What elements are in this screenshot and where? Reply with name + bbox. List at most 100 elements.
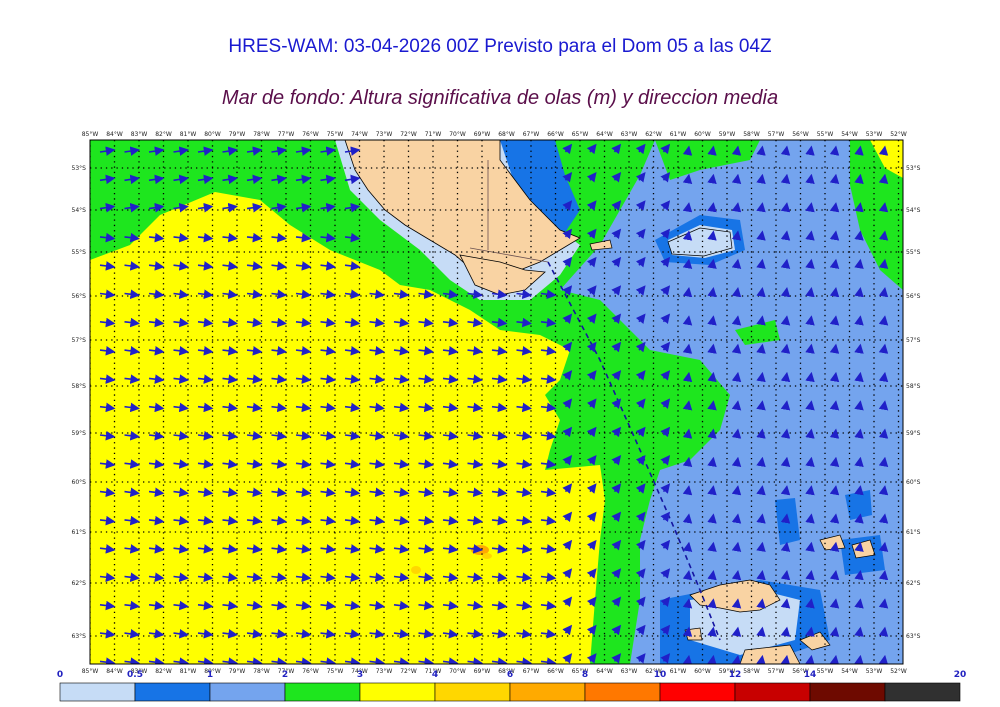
lon-label-top: 53°W [866,131,883,138]
direction-arrow [731,654,742,664]
direction-arrow [491,629,508,639]
direction-arrow [173,459,189,469]
direction-arrow [854,569,864,581]
direction-arrow [854,428,864,439]
direction-arrow [635,653,646,664]
direction-arrow [197,146,214,156]
direction-arrow [707,569,717,581]
direction-arrow [756,513,766,524]
direction-arrow [393,317,410,328]
lon-label-bottom: 81°W [180,668,197,675]
direction-arrow [516,657,532,664]
direction-arrow [222,572,238,582]
lon-label-bottom: 54°W [841,668,858,675]
lon-label-top: 56°W [792,131,809,138]
direction-arrow [442,544,459,554]
direction-arrow [344,657,361,664]
direction-arrow [586,370,597,381]
direction-arrow [271,629,287,639]
direction-arrow [562,370,573,381]
direction-arrow [611,171,622,183]
direction-arrow [660,285,671,296]
direction-arrow [854,286,864,298]
direction-arrow [780,428,791,439]
direction-arrow [731,230,742,241]
direction-arrow [99,572,116,582]
direction-arrow [611,483,622,494]
direction-arrow [756,258,766,269]
direction-arrow [805,173,815,185]
direction-arrow [562,596,573,608]
direction-arrow [586,539,597,551]
direction-arrow [148,317,165,328]
direction-arrow [756,598,766,609]
direction-arrow [780,485,791,496]
direction-arrow [320,174,336,185]
direction-arrow [878,173,889,185]
direction-arrow [635,596,646,608]
direction-arrow [222,515,238,526]
colorbar-tick-label: 0 [57,670,63,680]
colorbar-tick-label: 1 [207,670,213,680]
direction-arrow [173,346,189,356]
direction-arrow [418,459,434,469]
direction-arrow [854,400,864,411]
lon-label-bottom: 80°W [204,668,221,675]
lon-label-top: 66°W [547,131,564,138]
direction-arrow [805,371,815,383]
lon-label-bottom: 65°W [572,668,589,675]
direction-arrow [731,286,742,298]
direction-arrow [562,398,573,409]
direction-arrow [393,374,410,384]
direction-arrow [393,346,410,356]
direction-arrow [829,145,840,156]
direction-arrow [805,513,815,524]
direction-arrow [99,430,116,441]
direction-arrow [586,200,597,211]
direction-arrow [467,346,483,356]
direction-arrow [516,487,532,498]
direction-arrow [295,374,312,384]
direction-arrow [124,629,140,639]
direction-arrow [854,598,864,609]
direction-arrow [756,428,766,439]
direction-arrow [611,228,622,240]
direction-arrow [271,317,287,328]
lat-label-left: 55°S [72,249,87,256]
colorbar-tick-label: 4 [432,670,438,680]
colorbar-segment [884,682,961,702]
direction-arrow [516,629,532,639]
direction-arrow [660,370,671,381]
lon-label-bottom: 76°W [302,668,319,675]
direction-arrow [586,483,597,494]
direction-arrow [246,544,263,554]
direction-arrow [124,146,140,156]
direction-arrow [611,568,622,579]
direction-arrow [540,544,557,554]
direction-arrow [369,600,385,611]
direction-arrow [197,346,214,356]
direction-arrow [393,544,410,554]
direction-arrow [854,230,864,241]
direction-arrow [124,657,140,664]
lon-label-top: 62°W [645,131,662,138]
direction-arrow [271,657,287,664]
direction-arrow [491,515,508,526]
direction-arrow [516,374,532,384]
lat-label-right: 62°S [906,580,921,587]
direction-arrow [320,346,336,356]
direction-arrow [124,374,140,384]
direction-arrow [829,371,840,383]
direction-arrow [635,624,646,636]
colorbar-segment [809,682,886,702]
direction-arrow [586,313,597,325]
direction-arrow [148,346,165,356]
map-frame [89,139,904,665]
direction-arrow [731,626,742,637]
direction-arrow [393,629,410,639]
colorbar-segment [134,682,211,702]
direction-arrow [540,317,557,328]
direction-arrow [467,572,483,582]
latitude-labels-right: 53°S 54°S 55°S 56°S 57°S 58°S 59°S 60°S 61°S 62°S… [906,165,921,640]
direction-arrow [682,173,693,185]
